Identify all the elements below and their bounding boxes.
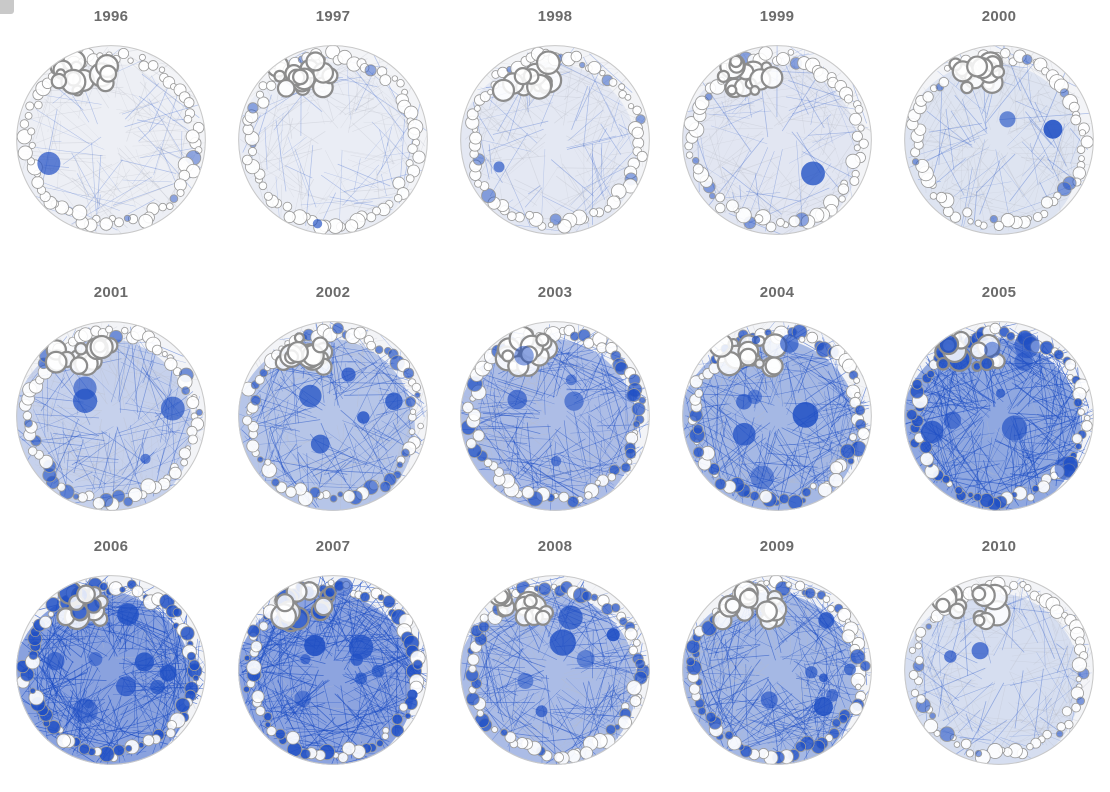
year-label: 2006: [0, 538, 222, 555]
panel-2006: 2006: [0, 530, 222, 792]
network-graph: [897, 568, 1101, 772]
network-graph: [675, 314, 879, 518]
year-label: 2005: [888, 284, 1110, 301]
panel-2010: 2010: [888, 530, 1110, 792]
year-label: 2002: [222, 284, 444, 301]
panel-2000: 2000: [888, 0, 1110, 262]
network-graph: [9, 568, 213, 772]
year-label: 1997: [222, 8, 444, 25]
network-graph: [9, 314, 213, 518]
year-label: 1998: [444, 8, 666, 25]
year-label: 1999: [666, 8, 888, 25]
year-label: 2010: [888, 538, 1110, 555]
network-graph: [231, 568, 435, 772]
panel-2003: 2003: [444, 276, 666, 538]
year-label: 2009: [666, 538, 888, 555]
panel-2009: 2009: [666, 530, 888, 792]
year-label: 2000: [888, 8, 1110, 25]
panel-2004: 2004: [666, 276, 888, 538]
panel-1999: 1999: [666, 0, 888, 262]
year-label: 2004: [666, 284, 888, 301]
network-graph: [9, 38, 213, 242]
year-label: 2001: [0, 284, 222, 301]
panel-2005: 2005: [888, 276, 1110, 538]
year-label: 2003: [444, 284, 666, 301]
panel-2008: 2008: [444, 530, 666, 792]
year-label: 1996: [0, 8, 222, 25]
network-graph: [675, 38, 879, 242]
network-graph: [453, 314, 657, 518]
network-graph: [453, 38, 657, 242]
panel-1998: 1998: [444, 0, 666, 262]
network-graph: [897, 38, 1101, 242]
panel-2007: 2007: [222, 530, 444, 792]
network-graph: [453, 568, 657, 772]
panel-1997: 1997: [222, 0, 444, 262]
network-graph: [897, 314, 1101, 518]
panel-1996: 1996: [0, 0, 222, 262]
year-label: 2007: [222, 538, 444, 555]
network-graph: [231, 38, 435, 242]
panel-2002: 2002: [222, 276, 444, 538]
year-label: 2008: [444, 538, 666, 555]
panel-2001: 2001: [0, 276, 222, 538]
network-graph: [675, 568, 879, 772]
network-graph: [231, 314, 435, 518]
